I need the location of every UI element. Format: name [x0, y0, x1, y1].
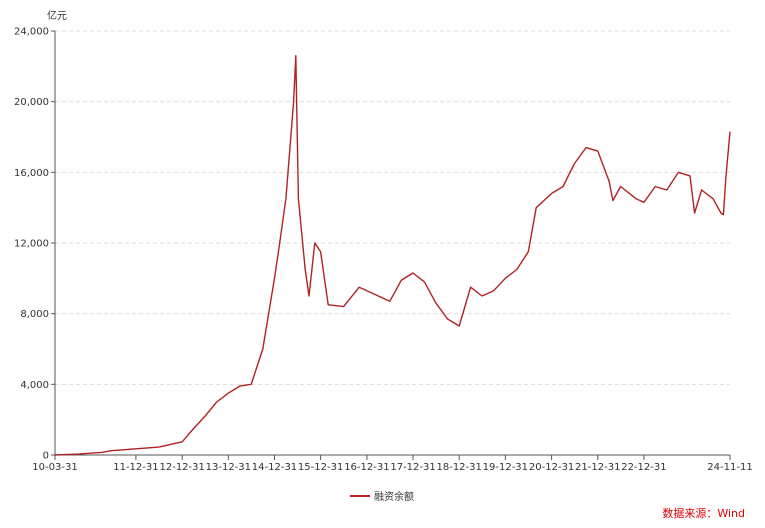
y-tick-label: 4,000: [20, 380, 49, 391]
x-tick-label: 19-12-31: [483, 462, 528, 473]
legend-swatch: [350, 494, 370, 497]
x-tick-label: 20-12-31: [529, 462, 574, 473]
y-tick-label: 12,000: [14, 239, 49, 250]
x-tick-label: 12-12-31: [159, 462, 204, 473]
y-axis-unit-label: 亿元: [47, 9, 67, 22]
x-tick-label: 14-12-31: [252, 462, 297, 473]
y-tick-label: 24,000: [14, 27, 49, 38]
x-tick-label: 17-12-31: [390, 462, 435, 473]
x-tick-label: 16-12-31: [344, 462, 389, 473]
legend: 融资余额: [350, 488, 414, 503]
x-tick-label: 21-12-31: [575, 462, 620, 473]
y-tick-label: 16,000: [14, 168, 49, 179]
x-tick-label: 15-12-31: [298, 462, 343, 473]
y-tick-label: 20,000: [14, 97, 49, 108]
series-line: [54, 55, 731, 456]
x-tick-label: 22-12-31: [621, 462, 666, 473]
x-tick-labels: 10-03-31 11-12-31 12-12-31 13-12-31 14-12-31…: [32, 455, 753, 473]
x-tick-label: 11-12-31: [113, 462, 158, 473]
y-tick-label: 8,000: [20, 309, 49, 320]
series-layer: [54, 55, 731, 456]
x-tick-label: 13-12-31: [206, 462, 251, 473]
y-tick-labels: 0 4,000 8,000 12,000 16,000 20,000 24,000: [14, 27, 55, 462]
x-tick-label: 10-03-31: [32, 462, 77, 473]
x-tick-label: 18-12-31: [436, 462, 481, 473]
data-source-note: 数据来源：Wind: [662, 507, 745, 520]
legend-label: 融资余额: [374, 492, 414, 503]
grid-lines: [55, 30, 730, 385]
y-tick-label: 0: [43, 451, 49, 462]
x-tick-label: 24-11-11: [707, 462, 752, 473]
